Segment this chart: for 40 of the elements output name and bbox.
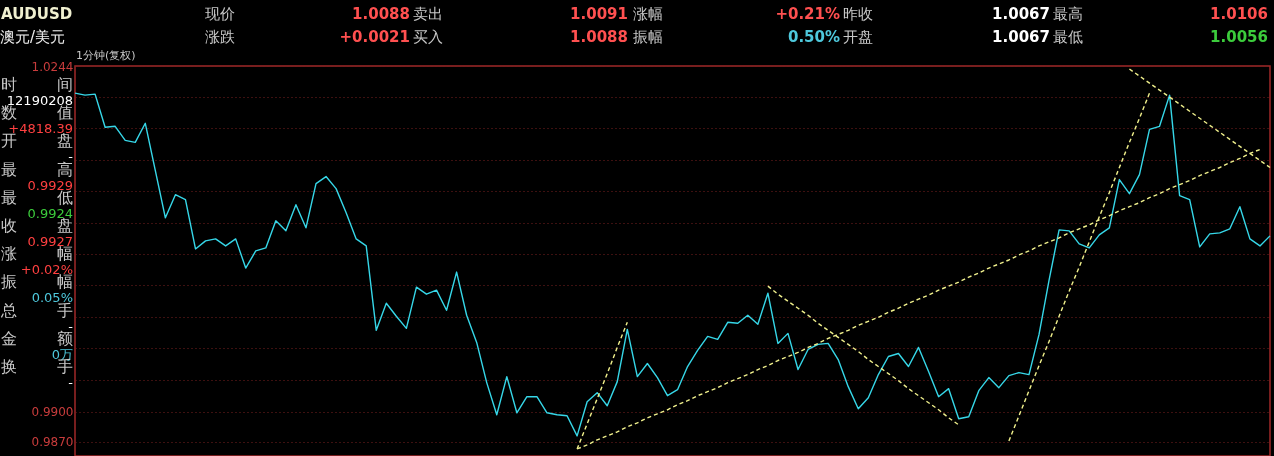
text: 1.0088 xyxy=(352,5,410,23)
text: 涨幅 xyxy=(633,5,663,23)
text: 0.50% xyxy=(787,28,840,46)
text: - xyxy=(68,375,74,390)
text: 涨 xyxy=(1,244,17,264)
y-tick-label: 0.9870 xyxy=(31,435,74,450)
text: 现价 xyxy=(205,5,235,23)
text: 金 xyxy=(1,328,17,348)
text: 1.0106 xyxy=(1210,5,1268,23)
text: +0.21% xyxy=(775,5,840,23)
text: 最 xyxy=(1,159,17,179)
text: 收 xyxy=(1,216,17,235)
text: 间 xyxy=(57,75,73,94)
text: 昨收 xyxy=(843,5,873,23)
text: 总 xyxy=(0,300,17,320)
text: 额 xyxy=(57,328,73,348)
text: 1.0067 xyxy=(992,5,1050,23)
text: 最低 xyxy=(1053,28,1083,46)
chart-subtitle: 澳元/美元 xyxy=(0,28,66,46)
text: 卖出 xyxy=(413,5,443,23)
chart-title: AUDUSD xyxy=(1,5,73,23)
text: 买入 xyxy=(413,28,443,46)
text: 1.0056 xyxy=(1210,28,1268,46)
line-series xyxy=(767,285,960,426)
text: 1分钟(复权) xyxy=(76,49,136,62)
y-tick-label: 1.0244 xyxy=(31,59,74,74)
text: 开盘 xyxy=(843,28,873,46)
text: 1.0091 xyxy=(570,5,628,23)
text: 振 xyxy=(1,272,17,292)
line-series xyxy=(74,92,1271,437)
text: 涨跌 xyxy=(205,28,235,46)
y-tick-label: 0.9900 xyxy=(31,405,74,420)
text: 1.0088 xyxy=(570,28,628,46)
text: 时 xyxy=(1,75,17,94)
text: +0.0021 xyxy=(339,28,410,46)
text: 振幅 xyxy=(633,28,663,46)
text: 最 xyxy=(1,187,17,207)
text: 换 xyxy=(1,357,17,376)
text: 最高 xyxy=(1053,5,1083,23)
text: 1.0067 xyxy=(992,28,1050,46)
